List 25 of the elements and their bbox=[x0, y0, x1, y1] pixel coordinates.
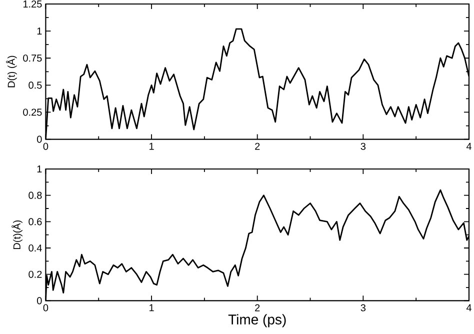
y-tick-label: 1 bbox=[37, 28, 42, 34]
x-tick-label: 1 bbox=[150, 304, 154, 312]
x-tick-label: 4 bbox=[466, 304, 472, 312]
x-tick-label: 2 bbox=[255, 304, 260, 312]
x-tick-label: 3 bbox=[360, 304, 366, 312]
x-tick-label: 0 bbox=[43, 142, 48, 150]
y-tick-label: 0.5 bbox=[28, 82, 42, 89]
x-tick-label: 0 bbox=[43, 304, 48, 312]
x-tick-label: 1 bbox=[150, 142, 154, 150]
y-tick-label: 0.4 bbox=[28, 244, 42, 252]
y-axis-title: D(t)(Å) bbox=[12, 220, 22, 250]
y-tick-label: 1.25 bbox=[23, 0, 42, 8]
x-tick-label: 2 bbox=[255, 142, 260, 150]
y-tick-label: 0 bbox=[37, 136, 42, 143]
y-tick-label: 0.2 bbox=[28, 270, 42, 278]
y-tick-label: 0 bbox=[37, 297, 42, 304]
y-tick-label: 0.8 bbox=[28, 192, 42, 199]
y-tick-label: 0.75 bbox=[23, 54, 42, 62]
y-tick-label: 1 bbox=[37, 166, 42, 172]
x-tick-label: 3 bbox=[360, 142, 366, 150]
y-tick-label: 0.25 bbox=[23, 108, 42, 116]
x-axis-title: Time (ps) bbox=[228, 314, 286, 328]
y-tick-label: 0.6 bbox=[28, 218, 42, 226]
y-axis-title: D(t) (Å) bbox=[6, 56, 17, 88]
x-tick-label: 4 bbox=[466, 142, 472, 150]
